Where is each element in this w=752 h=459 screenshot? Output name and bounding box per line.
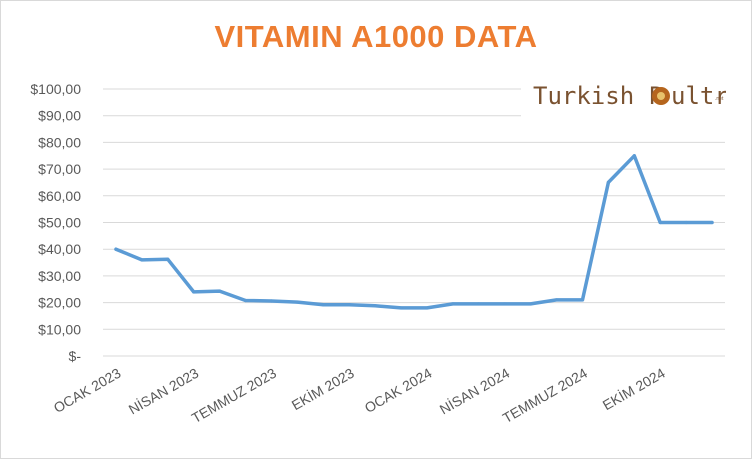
logo-graphic: Turkish P ultry .net [533,82,743,110]
data-point [295,300,299,304]
x-tick-label: EKİM 2023 [288,364,357,413]
data-point [684,220,688,225]
data-point [114,247,118,251]
turkish-poultry-logo: Turkish P ultry .net [521,71,743,121]
x-tick-label: TEMMUZ 2023 [189,365,279,426]
logo-text-suffix: .net [715,96,724,102]
data-point [580,298,585,302]
data-point [632,154,636,158]
data-point [218,289,222,293]
x-tick-label: NİSAN 2024 [436,364,512,418]
data-point [606,180,610,185]
data-point [347,303,351,307]
data-point [321,303,325,307]
y-tick-label: $20,00 [38,295,81,311]
logo-text-part1: Turkish P [533,82,663,110]
data-point [373,304,377,308]
data-point [710,220,714,225]
x-tick-label: OCAK 2023 [51,365,124,416]
data-point [451,302,455,306]
data-point [166,257,170,261]
data-point [554,298,559,302]
y-tick-label: $40,00 [38,241,81,257]
y-tick-label: $10,00 [38,321,81,337]
data-point [477,302,481,306]
series-line [114,154,714,310]
data-point [399,306,403,310]
chart-title: VITAMIN A1000 DATA [214,19,538,54]
y-tick-label: $60,00 [38,188,81,204]
y-tick-label: $90,00 [38,108,81,124]
data-point [140,258,144,262]
data-point [658,220,662,225]
y-tick-label: $70,00 [38,161,81,177]
y-tick-label: $30,00 [38,268,81,284]
y-tick-label: $80,00 [38,134,81,150]
data-point [529,302,533,306]
x-tick-label: EKİM 2024 [599,364,668,413]
data-point [425,306,429,310]
y-tick-label: $- [69,348,82,364]
x-tick-label: NİSAN 2023 [125,364,201,418]
data-point [243,298,248,303]
y-tick-label: $50,00 [38,215,81,231]
data-point [192,290,196,294]
x-tick-label: OCAK 2024 [362,365,435,416]
data-point [269,299,274,303]
logo-egg-yolk-icon [657,92,665,100]
data-point [503,302,507,306]
y-tick-label: $100,00 [30,81,81,97]
x-tick-label: TEMMUZ 2024 [500,365,590,426]
